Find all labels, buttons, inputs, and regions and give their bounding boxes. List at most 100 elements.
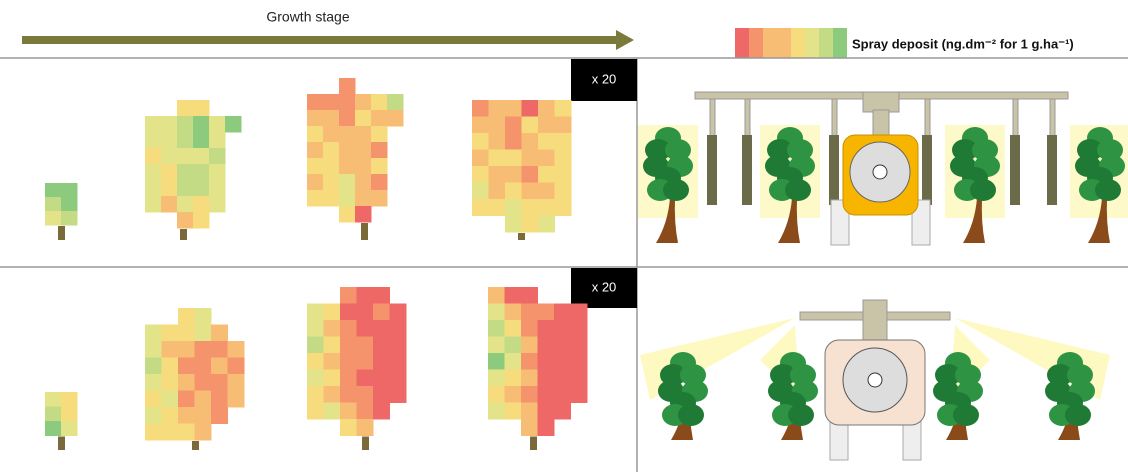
deposit-cell <box>538 133 555 150</box>
deposit-cell <box>45 421 62 436</box>
legend-swatch <box>777 28 791 58</box>
deposit-cell <box>504 336 522 354</box>
deposit-cell <box>145 407 162 424</box>
deposit-cell <box>61 183 78 198</box>
vine-leaves <box>790 364 816 386</box>
deposit-cell <box>355 206 372 223</box>
deposit-cell <box>177 180 194 197</box>
vine-leaves <box>678 404 704 426</box>
deposit-cell <box>211 341 228 358</box>
trunk <box>192 441 199 450</box>
deposit-cell <box>505 215 522 233</box>
deposit-cell <box>472 199 489 216</box>
vine-leaves <box>1097 139 1123 161</box>
deposit-cell <box>554 386 571 403</box>
deposit-cell <box>145 148 162 165</box>
deposit-cell <box>538 116 555 134</box>
deposit-cell <box>161 374 179 391</box>
deposit-cell <box>323 336 341 354</box>
deposit-cell <box>161 132 178 149</box>
legend-swatch <box>763 28 777 58</box>
deposit-cell <box>538 182 555 200</box>
deposit-cell <box>307 369 324 387</box>
deposit-cell <box>488 166 506 183</box>
deposit-cell <box>488 353 505 370</box>
scale-label: x 20 <box>592 71 617 86</box>
deposit-cell <box>323 402 341 420</box>
deposit-cell <box>323 190 340 207</box>
deposit-cell <box>339 158 356 175</box>
deposit-cell <box>45 183 62 198</box>
deposit-cell <box>537 369 555 387</box>
deposit-cell <box>161 324 179 342</box>
deposit-cell <box>521 369 538 387</box>
deposit-cell <box>554 336 571 354</box>
deposit-cell <box>373 320 390 337</box>
deposit-cell <box>371 126 388 143</box>
deposit-cell <box>194 390 212 408</box>
deposit-cell <box>45 392 62 407</box>
vine-leaves <box>663 179 689 201</box>
vine-leaves <box>1095 179 1121 201</box>
deposit-cell <box>177 212 194 229</box>
deposit-cell <box>554 320 571 337</box>
deposit-cell <box>340 287 357 304</box>
deposit-cell <box>193 196 210 213</box>
deposit-cell <box>538 166 555 183</box>
deposit-cell <box>194 357 212 375</box>
deposit-cell <box>340 386 357 403</box>
deposit-cell <box>161 357 179 375</box>
deposit-cell <box>505 199 522 216</box>
legend-swatch <box>791 28 805 58</box>
deposit-cell <box>488 303 505 321</box>
vine-leaves <box>1067 364 1093 386</box>
vine-leaves <box>955 364 981 386</box>
deposit-cell <box>145 164 162 181</box>
deposit-cell <box>521 320 538 337</box>
deposit-cell <box>356 287 374 304</box>
deposit-cell <box>472 166 489 183</box>
deposit-cell <box>554 199 572 216</box>
deposit-cell <box>488 287 505 304</box>
trunk <box>530 436 537 450</box>
deposit-cell <box>355 158 372 175</box>
deposit-cell <box>177 148 194 165</box>
deposit-cell <box>145 390 162 408</box>
deposit-cell <box>521 133 539 150</box>
deposit-cell <box>307 402 324 420</box>
deposit-cell <box>389 369 407 387</box>
deposit-cell <box>161 196 178 213</box>
deposit-cell <box>488 402 505 420</box>
deposit-cell <box>371 174 388 191</box>
deposit-cell <box>145 357 162 375</box>
trunk <box>58 436 65 450</box>
deposit-cell <box>538 215 555 233</box>
deposit-cell <box>194 423 212 441</box>
deposit-cell <box>373 287 390 304</box>
deposit-cell <box>339 206 356 223</box>
deposit-cell <box>193 132 210 149</box>
deposit-cell <box>472 116 489 134</box>
deposit-cell <box>356 369 374 387</box>
deposit-cell <box>521 353 538 370</box>
deposit-cell <box>177 164 194 181</box>
deposit-cell <box>145 341 162 358</box>
deposit-cell <box>209 148 226 165</box>
legend-swatch <box>749 28 763 58</box>
deposit-cell <box>227 374 245 391</box>
deposit-cell <box>488 369 505 387</box>
deposit-cell <box>488 320 505 337</box>
deposit-cell <box>178 374 195 391</box>
deposit-cell <box>145 132 162 149</box>
deposit-cell <box>356 402 374 420</box>
deposit-cell <box>339 110 356 127</box>
deposit-cell <box>161 180 178 197</box>
deposit-cell <box>61 406 78 422</box>
deposit-cell <box>211 407 228 424</box>
deposit-cell <box>521 419 538 436</box>
trunk <box>362 436 369 450</box>
deposit-cell <box>178 341 195 358</box>
deposit-cell <box>570 386 588 403</box>
deposit-cell <box>373 386 390 403</box>
deposit-cell <box>323 110 340 127</box>
